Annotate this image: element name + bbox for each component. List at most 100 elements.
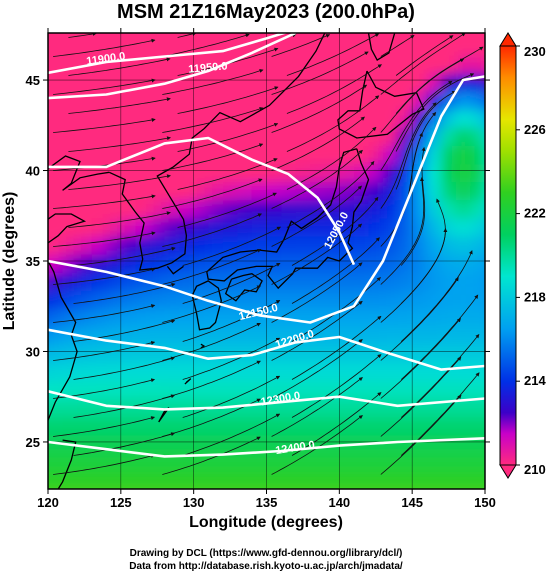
streamline-78 <box>286 64 382 114</box>
streamline-91 <box>380 35 415 57</box>
coastline-13 <box>200 343 206 349</box>
streamline-39 <box>400 198 446 304</box>
streamline-18 <box>271 339 363 399</box>
streamline-3 <box>380 394 462 475</box>
streamline-23 <box>400 294 479 380</box>
streamline-20 <box>73 356 176 380</box>
colorbar-min-arrow <box>499 464 517 479</box>
streamline-31 <box>400 250 473 342</box>
coastline-7 <box>367 33 396 62</box>
colorbar: 230 226 222 218 214 210 <box>499 32 546 479</box>
streamline-32 <box>53 304 156 323</box>
y-tick-label-2: 35 <box>26 254 40 269</box>
footer-credit-dcl: Drawing by DCL (https://www.gfd-dennou.o… <box>130 548 403 559</box>
streamline-6 <box>291 392 382 456</box>
streamline-67 <box>380 80 453 171</box>
streamline-89 <box>162 33 250 57</box>
streamline-63 <box>395 90 457 190</box>
streamline-53 <box>177 192 277 228</box>
streamline-44 <box>73 246 176 266</box>
streamline-59 <box>380 102 437 209</box>
streamline-50 <box>271 185 362 247</box>
streamline-34 <box>271 262 363 323</box>
streamline-93 <box>177 33 197 38</box>
colorbar-scale <box>499 45 517 466</box>
streamline-19 <box>380 317 461 399</box>
streamline-24 <box>53 340 156 361</box>
streamline-0 <box>53 454 156 475</box>
streamline-57 <box>162 178 263 209</box>
contour-line-2 <box>48 136 356 266</box>
x-axis-ticks: 120 125 130 135 140 145 150 <box>37 28 496 510</box>
streamline-82 <box>271 51 369 95</box>
streamline-66 <box>271 116 365 171</box>
contour-line-1 <box>48 33 297 100</box>
streamline-86 <box>286 33 380 76</box>
streamline-21 <box>182 337 281 380</box>
streamline-27 <box>380 277 459 361</box>
x-tick-label-2: 130 <box>183 495 205 510</box>
coastline-5 <box>48 155 110 191</box>
streamline-13 <box>182 375 281 418</box>
streamline-56 <box>53 194 156 209</box>
contour-label-0: 11900.0 <box>86 50 126 67</box>
colorbar-label-5: 210 <box>524 462 546 477</box>
streamline-79 <box>395 46 484 114</box>
colorbar-max-arrow <box>499 32 517 47</box>
y-axis-ticks: 25 30 35 40 45 <box>26 73 490 450</box>
coastline-4 <box>108 128 205 271</box>
streamline-87 <box>395 35 454 76</box>
x-axis-label: Longitude (degrees) <box>189 514 343 531</box>
coastline-12 <box>184 378 192 385</box>
streamline-74 <box>271 84 368 133</box>
colorbar-label-4: 214 <box>524 373 546 388</box>
footer-credit-data: Data from http://database.rish.kyoto-u.a… <box>129 561 403 572</box>
streamline-8 <box>53 416 156 437</box>
colorbar-label-3: 218 <box>524 289 546 304</box>
streamline-52 <box>68 211 171 228</box>
coastline-0 <box>337 70 425 139</box>
streamline-40 <box>53 267 156 285</box>
coastline-3 <box>224 273 263 302</box>
colorbar-label-1: 226 <box>524 122 546 137</box>
streamline-75 <box>380 58 465 133</box>
streamline-33 <box>162 285 262 323</box>
streamline-49 <box>162 213 263 247</box>
x-tick-label-5: 145 <box>401 495 423 510</box>
streamline-11 <box>380 356 462 437</box>
x-tick-label-6: 150 <box>474 495 496 510</box>
streamline-71 <box>395 73 475 152</box>
streamline-61 <box>177 158 278 190</box>
y-axis-label: Latitude (degrees) <box>1 192 18 331</box>
streamline-10 <box>271 377 363 437</box>
streamline-4 <box>73 432 176 456</box>
streamline-47 <box>400 146 426 266</box>
streamline-90 <box>271 34 331 57</box>
streamline-83 <box>380 33 466 95</box>
contour-label-1: 11950.0 <box>188 60 228 75</box>
streamline-62 <box>286 126 377 190</box>
streamline-92 <box>68 33 97 38</box>
streamline-60 <box>68 174 171 190</box>
streamline-65 <box>162 143 264 171</box>
streamline-17 <box>162 360 261 399</box>
contour-line-6 <box>48 437 485 458</box>
streamline-72 <box>53 118 156 133</box>
y-tick-label-4: 45 <box>26 73 40 88</box>
height-contours <box>48 33 485 458</box>
streamline-77 <box>177 86 279 114</box>
streamline-7 <box>400 372 480 456</box>
colorbar-label-0: 230 <box>524 44 546 59</box>
streamline-46 <box>291 196 379 266</box>
streamline-29 <box>182 300 281 342</box>
streamline-22 <box>291 315 382 380</box>
x-tick-label-4: 140 <box>328 495 350 510</box>
contour-line-3 <box>48 75 485 324</box>
streamline-73 <box>162 107 264 133</box>
streamline-58 <box>271 149 363 209</box>
streamline-28 <box>73 319 176 342</box>
streamline-12 <box>73 394 176 418</box>
x-tick-label-0: 120 <box>37 495 59 510</box>
streamline-76 <box>68 97 171 114</box>
